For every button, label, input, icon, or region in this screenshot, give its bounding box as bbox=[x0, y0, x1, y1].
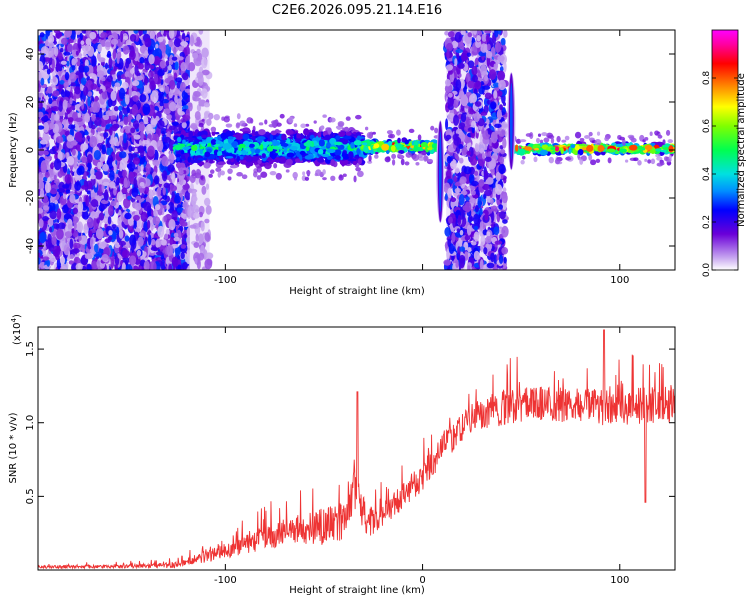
snr-plot-area bbox=[38, 329, 675, 570]
snr-y-tick-label: 1.0 bbox=[25, 415, 36, 431]
spectrogram-region-signal_band bbox=[509, 129, 675, 167]
spectrogram-y-tick-label: -40 bbox=[25, 238, 36, 254]
spectrogram-region-broadband_noise bbox=[38, 30, 194, 270]
spectrogram-y-label: Frequency (Hz) bbox=[8, 112, 19, 188]
snr-x-tick-label: 100 bbox=[610, 575, 629, 586]
snr-y-tick-label: 1.5 bbox=[25, 341, 36, 357]
spectrogram-panel: -100 100 -40 -20 0 20 40 Height of straight l… bbox=[8, 29, 676, 297]
colorbar-tick-label: 0.0 bbox=[702, 263, 712, 278]
snr-series-line bbox=[38, 329, 675, 570]
snr-y-label: SNR (10 * v/v) bbox=[8, 412, 19, 483]
spectrogram-x-tick-label: 100 bbox=[610, 275, 629, 286]
snr-panel: -100 0 100 0.5 1.0 1.5 (x104) SNR (10 * v/v)… bbox=[8, 314, 676, 596]
spectrogram-x-tick-label: -100 bbox=[214, 275, 237, 286]
spectrogram-y-axis: -40 -20 0 20 40 bbox=[25, 48, 675, 254]
snr-x-tick-label: 0 bbox=[419, 575, 425, 586]
colorbar-tick-label: 0.2 bbox=[702, 215, 712, 229]
spectrogram-y-tick-label: -20 bbox=[25, 190, 36, 206]
snr-y-tick-label: 0.5 bbox=[25, 488, 36, 504]
spectrogram-region-signal_band bbox=[360, 125, 442, 166]
snr-x-label: Height of straight line (km) bbox=[289, 585, 425, 596]
spectrogram-x-label: Height of straight line (km) bbox=[289, 286, 425, 297]
spectrogram-spike-core bbox=[439, 131, 442, 212]
colorbar-gradient bbox=[711, 29, 739, 271]
spectrogram-y-tick-label: 0 bbox=[25, 147, 36, 153]
spectrogram-y-tick-label: 20 bbox=[25, 96, 36, 109]
colorbar: 0.0 0.2 0.4 0.6 0.8 Normalized spectral ampl… bbox=[702, 29, 747, 278]
spectrogram-y-tick-label: 40 bbox=[25, 48, 36, 61]
snr-multiplier: (x104) bbox=[10, 314, 23, 345]
spectrogram-spike-core bbox=[510, 82, 513, 160]
snr-x-axis: -100 0 100 bbox=[214, 327, 629, 586]
colorbar-ticks: 0.0 0.2 0.4 0.6 0.8 bbox=[702, 71, 738, 278]
snr-y-axis: 0.5 1.0 1.5 bbox=[25, 341, 675, 504]
snr-frame bbox=[37, 326, 676, 571]
spectrogram-region-signal_band bbox=[172, 112, 368, 183]
colorbar-tick-label: 0.8 bbox=[702, 71, 712, 86]
colorbar-tick-label: 0.4 bbox=[702, 167, 712, 182]
colorbar-tick-label: 0.6 bbox=[702, 119, 712, 134]
spectrogram-x-axis: -100 100 bbox=[214, 30, 629, 286]
snr-x-tick-label: -100 bbox=[214, 575, 237, 586]
colorbar-label: Normalized spectral amplitude bbox=[736, 73, 747, 227]
figure-title: C2E6.2026.095.21.14.E16 bbox=[272, 3, 442, 18]
spectrogram-data bbox=[38, 30, 675, 270]
spectrogram-region-broadband_noise bbox=[442, 30, 509, 270]
